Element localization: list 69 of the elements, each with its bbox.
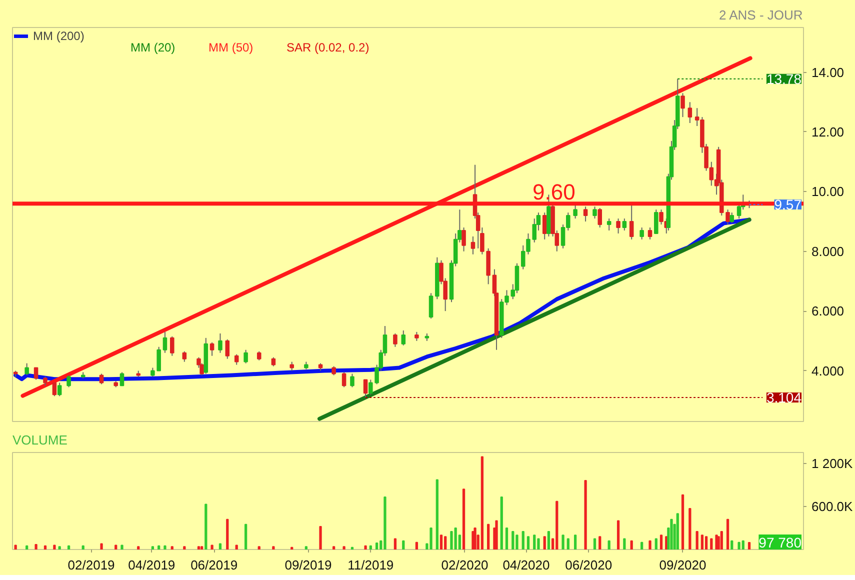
x-tick-label: 06/2020 bbox=[565, 558, 612, 572]
chart-subtitle: 2 ANS - JOUR bbox=[718, 8, 803, 22]
candlestick bbox=[218, 332, 222, 354]
annotation: MM (50) bbox=[208, 40, 254, 54]
candlestick bbox=[24, 362, 29, 376]
candlestick bbox=[583, 206, 588, 222]
candlestick bbox=[393, 332, 398, 348]
candlestick bbox=[120, 372, 124, 386]
y-tick-label: 1 200K bbox=[812, 456, 854, 471]
x-tick-label: 04/2020 bbox=[502, 558, 550, 572]
candlestick bbox=[688, 102, 692, 124]
candlestick bbox=[680, 92, 685, 118]
x-tick-label: 06/2019 bbox=[190, 558, 238, 572]
annotation: 9.57 bbox=[774, 196, 802, 212]
annotation: SAR (0.02, 0.2) bbox=[286, 40, 370, 54]
candlestick bbox=[225, 338, 230, 360]
y-tick-label: 10.00 bbox=[812, 184, 844, 200]
candlestick bbox=[486, 248, 490, 285]
candlestick bbox=[182, 350, 187, 362]
candlestick bbox=[730, 212, 734, 224]
candlestick bbox=[244, 349, 248, 364]
candlestick bbox=[659, 209, 664, 225]
candlestick bbox=[573, 203, 578, 220]
candlestick bbox=[598, 208, 602, 228]
line-series bbox=[14, 218, 752, 382]
candlestick bbox=[629, 203, 634, 240]
candlestick bbox=[52, 382, 57, 397]
candlestick bbox=[470, 236, 476, 255]
annotation: 97 780 bbox=[758, 534, 802, 550]
chart-title: VOLUME bbox=[12, 432, 68, 448]
legend-label: MM (200) bbox=[33, 29, 84, 43]
y-tick-label: 600.0K bbox=[812, 498, 854, 514]
candlestick bbox=[542, 212, 547, 240]
candlestick bbox=[616, 218, 620, 234]
y-tick-label: 12.00 bbox=[812, 124, 844, 140]
x-tick-label: 09/2020 bbox=[659, 558, 706, 572]
x-tick-label: 04/2019 bbox=[128, 558, 176, 572]
candlestick bbox=[234, 354, 239, 366]
candlestick bbox=[622, 218, 627, 231]
candlestick bbox=[170, 336, 174, 356]
candlestick bbox=[654, 209, 658, 234]
candlestick bbox=[162, 331, 168, 354]
candlestick bbox=[210, 342, 214, 356]
y-tick-label: 4.000 bbox=[812, 363, 844, 378]
candlestick bbox=[99, 373, 104, 385]
annotation: 13.78 bbox=[766, 70, 802, 87]
y-tick-label: 8.000 bbox=[812, 244, 844, 259]
ref-line-label: 9.60 bbox=[532, 180, 576, 205]
y-tick-label: 6.000 bbox=[812, 304, 844, 319]
candlestick bbox=[648, 226, 652, 240]
candlestick bbox=[592, 206, 597, 220]
candlestick bbox=[606, 218, 612, 231]
candlestick bbox=[350, 373, 354, 388]
candlestick bbox=[34, 367, 38, 380]
x-tick-label: 09/2019 bbox=[284, 558, 332, 572]
candlestick bbox=[428, 292, 434, 320]
annotation: 3.104 bbox=[766, 390, 802, 406]
candlestick bbox=[363, 379, 368, 398]
x-tick-label: 02/2020 bbox=[441, 558, 488, 572]
candlestick bbox=[640, 226, 644, 240]
candlestick bbox=[726, 209, 730, 225]
candlestick bbox=[57, 382, 62, 397]
candlestick bbox=[342, 372, 346, 388]
candlestick bbox=[401, 330, 406, 346]
x-tick-label: 02/2019 bbox=[68, 558, 115, 572]
y-tick-label: 14.00 bbox=[812, 64, 844, 80]
x-tick-label: 11/2019 bbox=[348, 558, 394, 572]
candlestick bbox=[66, 374, 71, 388]
annotation: MM (20) bbox=[130, 40, 176, 54]
